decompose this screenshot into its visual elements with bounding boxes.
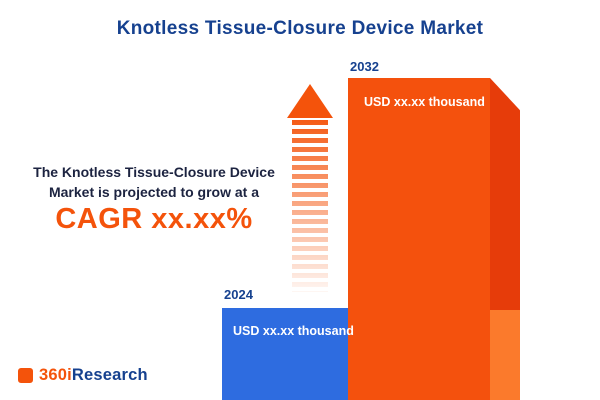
brand-logo-text: 360iResearch <box>39 366 148 385</box>
cagr-annotation: CAGR xx.xx% <box>55 203 253 235</box>
growth-arrow-stripes-icon <box>292 120 328 292</box>
description-line-1: The Knotless Tissue-Closure Device <box>33 164 275 180</box>
bar-2024 <box>222 308 370 400</box>
brand-logo: 360iResearch <box>18 366 148 385</box>
bar-2024-year-label: 2024 <box>224 287 253 302</box>
page-title: Knotless Tissue-Closure Device Market <box>116 18 484 39</box>
bar-2032 <box>348 78 490 400</box>
description-line-2: Market is projected to grow at a <box>48 183 260 200</box>
brand-logo-icon <box>18 368 33 383</box>
growth-arrow-up-icon <box>287 84 333 118</box>
market-description: The Knotless Tissue-Closure Device Marke… <box>8 163 300 202</box>
bar-2032-value-label: USD xx.xx thousand <box>364 95 485 109</box>
brand-logo-prefix: 360i <box>39 366 72 384</box>
bar-2032-side-face <box>490 78 520 400</box>
bar-2024-value-label: USD xx.xx thousand <box>233 324 354 338</box>
brand-logo-suffix: Research <box>71 366 148 384</box>
bar-2032-year-label: 2032 <box>350 59 379 74</box>
